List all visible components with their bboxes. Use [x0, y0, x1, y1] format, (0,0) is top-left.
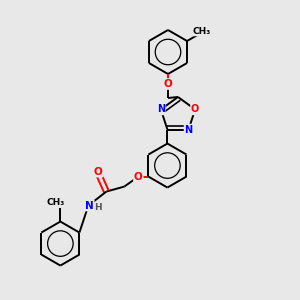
Text: N: N [85, 201, 94, 211]
Text: N: N [157, 104, 165, 114]
Text: O: O [164, 79, 172, 89]
Text: O: O [94, 167, 103, 177]
Text: O: O [191, 104, 199, 114]
Text: CH₃: CH₃ [46, 198, 64, 207]
Text: CH₃: CH₃ [192, 26, 210, 35]
Text: H: H [94, 203, 102, 212]
Text: O: O [134, 172, 143, 182]
Text: N: N [184, 124, 193, 135]
